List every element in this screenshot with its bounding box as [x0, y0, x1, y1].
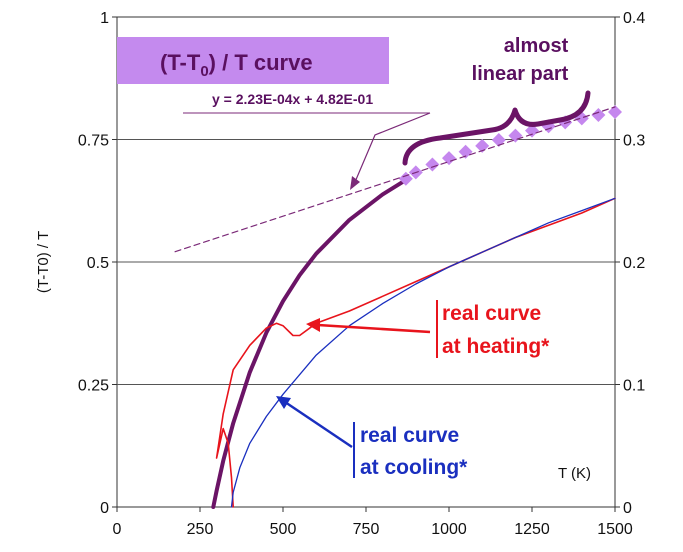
y2-tick-label-2: 0.2: [623, 255, 645, 272]
cooling-label-line2: at cooling*: [360, 456, 468, 479]
series-cooling-curve: [230, 197, 616, 508]
y2-tick-label-3: 0.3: [623, 133, 645, 150]
linear-marker-13: [608, 105, 622, 120]
linear-part-label-line1: almost: [504, 35, 569, 57]
linear-marker-12: [591, 108, 606, 122]
curve-label-text: (T-T0) / T curve: [160, 50, 313, 80]
y2-tick-label-4: 0.4: [623, 10, 645, 27]
cooling-label-line1: real curve: [360, 424, 459, 447]
x-tick-label-2: 500: [270, 521, 297, 538]
linear-marker-5: [475, 138, 490, 153]
cooling-arrow-line: [284, 400, 353, 449]
series-fit-line: [174, 106, 616, 253]
linear-marker-7: [508, 128, 523, 143]
linear-marker-0: [398, 171, 413, 186]
grid-lines: [117, 139, 615, 385]
fit-equation: y = 2.23E-04x + 4.82E-01: [212, 91, 373, 107]
heating-label-line1: real curve: [442, 302, 541, 325]
curve-label-box: [117, 37, 389, 84]
y-tick-label-2: 0.5: [87, 255, 109, 272]
y2-tick-label-1: 0.1: [623, 378, 645, 395]
linear-marker-8: [525, 123, 539, 138]
equation-leader: [354, 112, 431, 183]
y-tick-label-1: 0.25: [78, 378, 109, 395]
x-tick-label-3: 750: [353, 521, 380, 538]
heating-arrow-line: [317, 323, 431, 334]
curve-label-part2: ) / T curve: [209, 50, 313, 75]
x-tick-label-0: 0: [113, 521, 122, 538]
y-tick-label-0: 0: [100, 500, 109, 517]
heating-arrowhead: [306, 318, 320, 332]
y-axis-label: (T-T0) / T: [35, 231, 52, 293]
curve-label-sub: 0: [200, 63, 208, 80]
heating-label-line2: at heating*: [442, 335, 550, 358]
x-tick-label-4: 1000: [431, 521, 467, 538]
linear-marker-2: [425, 157, 440, 172]
x-axis-label: T (K): [558, 465, 591, 482]
linear-part-brace: [402, 90, 591, 166]
series-theory-curve: [211, 180, 405, 509]
curve-label-part1: (T-T: [160, 50, 201, 75]
x-tick-label-1: 250: [187, 521, 214, 538]
y2-tick-label-0: 0: [623, 500, 632, 517]
linear-part-label-line2: linear part: [472, 63, 569, 85]
linear-marker-3: [442, 151, 456, 166]
y-tick-label-4: 1: [100, 10, 109, 27]
equation-arrowhead: [350, 176, 360, 190]
y-tick-label-3: 0.75: [78, 133, 109, 150]
axis-ticks: 0 0.25 0.5 0.75 1 0 0.1 0.2 0.3 0.4 0 250 500 750 1000…: [78, 10, 645, 538]
x-tick-label-6: 1500: [597, 521, 633, 538]
cooling-arrowhead: [276, 396, 291, 409]
x-tick-label-5: 1250: [514, 521, 550, 538]
linear-marker-4: [458, 144, 473, 159]
